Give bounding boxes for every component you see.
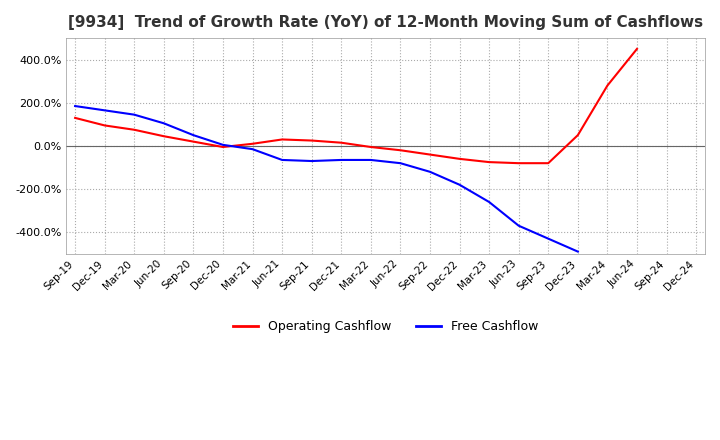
Legend: Operating Cashflow, Free Cashflow: Operating Cashflow, Free Cashflow: [228, 315, 544, 338]
Title: [9934]  Trend of Growth Rate (YoY) of 12-Month Moving Sum of Cashflows: [9934] Trend of Growth Rate (YoY) of 12-…: [68, 15, 703, 30]
